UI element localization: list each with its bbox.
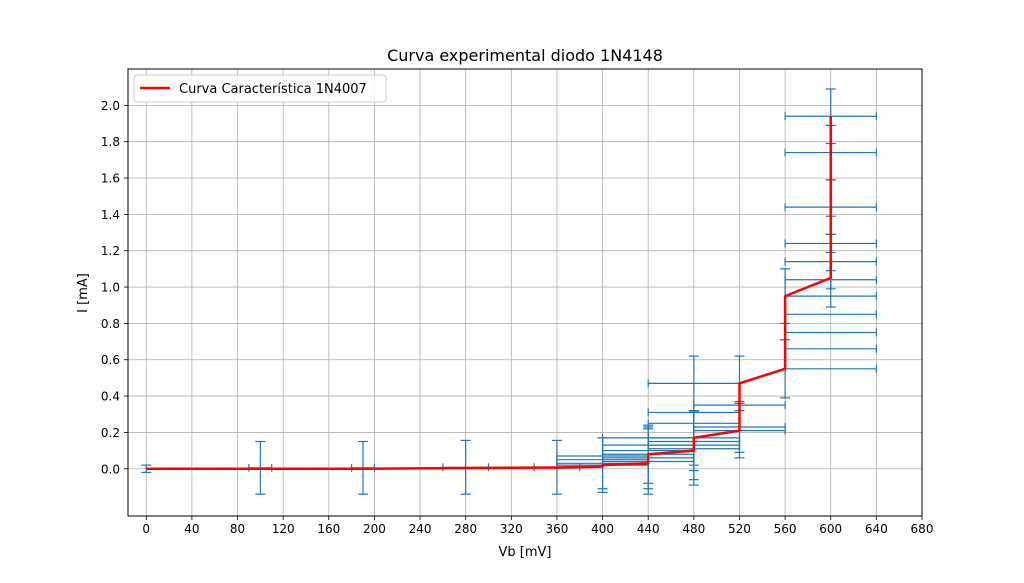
plot-frame bbox=[127, 68, 923, 517]
series-line bbox=[146, 116, 832, 471]
x-tick-label: 600 bbox=[819, 522, 842, 536]
x-tick-label: 200 bbox=[363, 522, 386, 536]
x-tick-label: 680 bbox=[911, 522, 934, 536]
x-axis-ticks: 0 40 80 120 160 200 240 280 320 360 400 440 480 520 56… bbox=[142, 516, 933, 536]
x-tick-label: 240 bbox=[409, 522, 432, 536]
x-tick-label: 360 bbox=[545, 522, 568, 536]
x-tick-label: 560 bbox=[774, 522, 797, 536]
x-tick-label: 440 bbox=[637, 522, 660, 536]
y-tick-label: 2.0 bbox=[101, 99, 120, 113]
y-tick-label: 1.4 bbox=[101, 208, 120, 222]
chart-title: Curva experimental diodo 1N4148 bbox=[387, 46, 663, 65]
y-tick-label: 0.4 bbox=[101, 390, 120, 404]
y-tick-label: 1.6 bbox=[101, 172, 120, 186]
x-tick-label: 280 bbox=[454, 522, 477, 536]
x-tick-label: 80 bbox=[230, 522, 245, 536]
x-tick-label: 400 bbox=[591, 522, 614, 536]
x-axis-label: Vb [mV] bbox=[499, 545, 552, 560]
x-tick-label: 320 bbox=[500, 522, 523, 536]
y-tick-label: 0.6 bbox=[101, 353, 120, 367]
y-tick-label: 0.8 bbox=[101, 317, 120, 331]
y-tick-label: 0.2 bbox=[101, 426, 120, 440]
legend: Curva Característica 1N4007 bbox=[133, 74, 387, 103]
y-tick-label: 1.0 bbox=[101, 281, 120, 295]
x-tick-label: 480 bbox=[682, 522, 705, 536]
x-tick-label: 520 bbox=[728, 522, 751, 536]
x-tick-label: 40 bbox=[184, 522, 199, 536]
x-tick-label: 120 bbox=[272, 522, 295, 536]
legend-box bbox=[133, 74, 387, 103]
legend-label: Curva Característica 1N4007 bbox=[179, 82, 367, 97]
x-tick-label: 640 bbox=[865, 522, 888, 536]
x-tick-label: 160 bbox=[317, 522, 340, 536]
x-tick-label: 0 bbox=[142, 522, 150, 536]
y-axis-ticks: 0.0 0.2 0.4 0.6 0.8 1.0 1.2 1.4 1.6 1.8 2.0 bbox=[101, 99, 128, 476]
series-lines bbox=[146, 116, 832, 471]
y-tick-label: 1.2 bbox=[101, 244, 120, 258]
y-tick-label: 0.0 bbox=[101, 462, 120, 476]
y-axis-label: I [mA] bbox=[76, 273, 91, 313]
y-tick-label: 1.8 bbox=[101, 135, 120, 149]
